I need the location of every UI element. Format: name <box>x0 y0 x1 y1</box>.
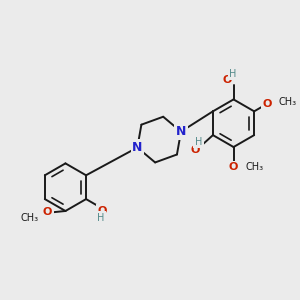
Text: O: O <box>222 75 232 85</box>
Text: O: O <box>97 206 106 216</box>
Text: O: O <box>43 208 52 218</box>
Text: O: O <box>229 162 238 172</box>
Text: CH₃: CH₃ <box>278 97 296 106</box>
Text: O: O <box>262 99 272 109</box>
Text: N: N <box>132 141 142 154</box>
Text: O: O <box>190 145 200 155</box>
Text: H: H <box>229 69 237 79</box>
Text: N: N <box>176 125 186 138</box>
Text: H: H <box>195 137 202 147</box>
Text: CH₃: CH₃ <box>245 162 264 172</box>
Text: CH₃: CH₃ <box>21 213 39 224</box>
Text: H: H <box>97 212 104 223</box>
